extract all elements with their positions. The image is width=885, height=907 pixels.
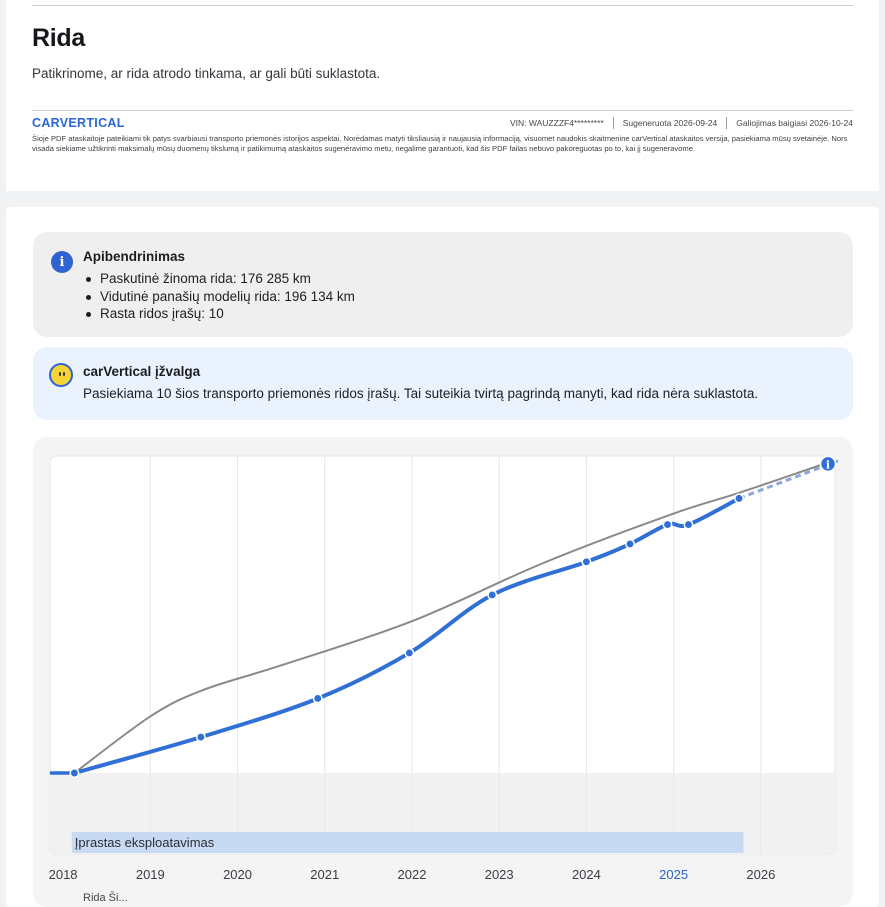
expires-date: 2026-10-24	[809, 118, 853, 128]
average-mileage-line	[73, 461, 829, 774]
mileage-record-point	[69, 768, 80, 778]
summary-item-last-mileage: Paskutinė žinoma rida: 176 285 km	[83, 270, 355, 287]
usage-band-label: Įprastas eksploatavimas	[75, 835, 215, 850]
chart-legend: Rida Ši...	[83, 892, 128, 904]
x-tick-label: 2022	[398, 867, 427, 882]
mileage-record-point	[195, 732, 206, 743]
summary-title: Apibendrinimas	[83, 249, 186, 264]
vin-value: WAUZZZF4*********	[528, 118, 604, 128]
mileage-record-point	[487, 590, 498, 600]
insight-text: Pasiekiama 10 šios transporto priemonės …	[83, 386, 759, 401]
usage-band	[71, 832, 744, 853]
mileage-record-point	[683, 519, 694, 530]
x-tick-label: 2026	[746, 867, 775, 882]
mileage-record-point	[625, 538, 635, 549]
pdf-disclaimer: Šioje PDF ataskaitoje pateikiami tik pat…	[32, 134, 848, 153]
x-tick-label: 2025	[659, 867, 688, 882]
mileage-record-point	[662, 519, 673, 530]
plot-area	[49, 455, 836, 855]
latest-record-marker	[819, 455, 837, 473]
x-tick-label: 2020	[223, 867, 252, 882]
x-tick-label: 2019	[136, 867, 165, 882]
insight-title: carVertical įžvalga	[83, 364, 201, 379]
mascot-icon	[49, 363, 73, 387]
mileage-record-point	[581, 556, 592, 567]
records-projection-line	[738, 459, 839, 500]
mileage-chart: 2018 2019 2020 2021 2022 2023 2024 2025 2026 Įpra…	[49, 455, 839, 882]
mileage-record-point	[312, 693, 323, 704]
generated-label: Sugeneruota	[622, 118, 672, 128]
info-icon: i	[826, 458, 830, 471]
insight-box: carVertical įžvalga Pasiekiama 10 šios t…	[33, 347, 853, 420]
mileage-chart-panel: 2018 2019 2020 2021 2022 2023 2024 2025 2026 Įpra…	[33, 437, 853, 907]
summary-item-record-count: Rasta ridos įrašų: 10	[83, 305, 355, 322]
x-tick-label: 2018	[49, 867, 78, 882]
summary-box: i Apibendrinimas Paskutinė žinoma rida: …	[33, 232, 853, 337]
mileage-record-point	[404, 647, 415, 658]
x-tick-label: 2023	[485, 867, 514, 882]
info-icon: i	[51, 251, 73, 273]
meta-separator	[612, 117, 614, 129]
mileage-card: i Apibendrinimas Paskutinė žinoma rida: …	[6, 207, 879, 907]
top-divider	[32, 5, 853, 6]
report-meta: VIN: WAUZZZF4********* Sugeneruota 2026-…	[510, 117, 853, 129]
generated-date: 2026-09-24	[673, 118, 718, 128]
page-subtitle: Patikrinome, ar rida atrodo tinkama, ar …	[32, 66, 381, 81]
expires-label: Galiojimas baigiasi	[736, 118, 808, 128]
x-tick-label: 2024	[572, 867, 601, 882]
carvertical-logo: CARVERTICAL	[32, 116, 125, 130]
x-tick-label: 2021	[310, 867, 339, 882]
footer-divider	[32, 110, 853, 111]
meta-separator	[726, 117, 728, 129]
summary-list: Paskutinė žinoma rida: 176 285 km Viduti…	[83, 270, 355, 323]
summary-item-average-mileage: Vidutinė panašių modelių rida: 196 134 k…	[83, 288, 355, 305]
page-title: Rida	[32, 24, 85, 52]
vin-label: VIN:	[510, 118, 527, 128]
report-header-section: Rida Patikrinome, ar rida atrodo tinkama…	[6, 0, 879, 191]
mileage-record-point	[734, 493, 745, 504]
